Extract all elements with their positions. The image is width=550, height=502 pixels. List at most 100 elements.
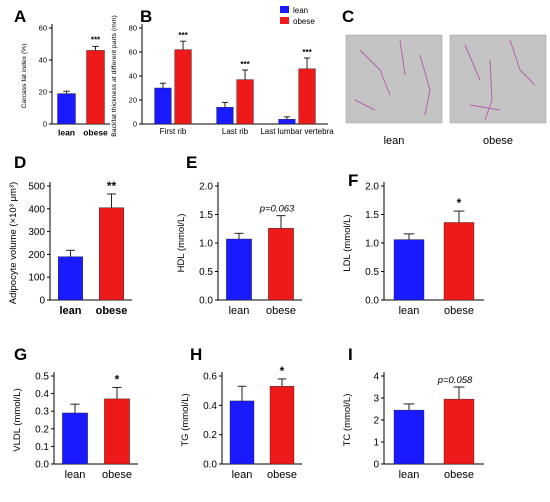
- y-tick-label: 3: [373, 394, 379, 405]
- significance-label: *: [280, 364, 285, 378]
- y-tick-label: 80: [129, 24, 137, 33]
- panel-letter-a: A: [14, 7, 26, 26]
- obese-bar: [174, 49, 192, 125]
- y-axis-label: VLDL (mmol/L): [12, 388, 23, 452]
- y-tick-label: 400: [28, 204, 45, 215]
- lean-bar: [226, 238, 252, 301]
- y-tick-label: 0.5: [35, 372, 49, 383]
- y-axis-label: Carcass fat index (%): [21, 44, 28, 109]
- y-tick-label: 0.0: [365, 296, 379, 307]
- panel-c: C lean obese: [342, 7, 547, 147]
- x-tick-label: lean: [399, 469, 420, 481]
- y-tick-label: 0.6: [203, 372, 217, 383]
- y-tick-label: 20: [129, 96, 137, 105]
- legend-swatch-lean: [280, 6, 289, 13]
- x-tick-label: obese: [266, 305, 296, 317]
- x-tick-label: obese: [444, 469, 474, 481]
- significance-label: ***: [178, 31, 188, 40]
- x-tick-label: lean: [232, 469, 253, 481]
- y-tick-label: 2.0: [365, 182, 379, 193]
- y-tick-label: 1: [373, 438, 379, 449]
- panel-f: F 0.0 0.5 1.0 1.5 2.0 LDL (mmol/L) lean obese *: [342, 171, 484, 317]
- x-tick-label: obese: [96, 305, 128, 317]
- y-axis-label: Adipocyte volume (×10³ μm³): [8, 182, 19, 304]
- y-tick-label: 0.1: [35, 442, 49, 453]
- y-tick-label: 0.0: [35, 460, 49, 471]
- panel-letter-b: B: [140, 7, 152, 26]
- y-axis-label: TG (mmol/L): [180, 393, 191, 446]
- panel-letter-c: C: [342, 7, 354, 26]
- lean-bar: [154, 87, 172, 125]
- lean-micrograph-texture: [354, 39, 431, 116]
- y-tick-label: 0.3: [35, 407, 49, 418]
- x-tick-label: obese: [102, 469, 132, 481]
- obese-bar: [98, 207, 124, 301]
- lean-bar: [58, 256, 84, 301]
- y-tick-label: 0.4: [203, 401, 217, 412]
- y-tick-label: 0.4: [35, 389, 49, 400]
- x-tick-label: obese: [444, 305, 474, 317]
- x-tick-label: lean: [229, 305, 250, 317]
- panel-letter-g: G: [14, 345, 27, 364]
- obese-bar: [269, 386, 295, 465]
- y-tick-label: 0.2: [203, 430, 217, 441]
- y-tick-label: 0: [43, 120, 47, 129]
- x-tick-label: obese: [83, 128, 108, 138]
- y-tick-label: 4: [373, 372, 379, 383]
- lean-bar: [278, 118, 296, 125]
- lean-bar: [229, 400, 255, 465]
- obese-bar: [443, 222, 475, 301]
- panel-a: A 0 20 40 60 Carcass fat index (%) lean obese **…: [14, 7, 110, 138]
- panel-g: G 0.0 0.1 0.2 0.3 0.4 0.5 VLDL (mmol/L) lean obes…: [12, 345, 138, 481]
- y-tick-label: 0.0: [199, 296, 213, 307]
- panel-letter-d: D: [14, 153, 26, 172]
- significance-label: *: [457, 196, 462, 210]
- x-tick-label: obese: [267, 469, 297, 481]
- y-tick-label: 0: [133, 120, 137, 129]
- panel-letter-i: I: [348, 345, 353, 364]
- x-tick-label: lean: [399, 305, 420, 317]
- x-tick-label: lean: [65, 469, 86, 481]
- y-tick-label: 0.2: [35, 424, 49, 435]
- lean-bar: [393, 409, 425, 465]
- y-tick-label: 0.5: [365, 267, 379, 278]
- significance-label: ***: [240, 60, 250, 69]
- y-tick-label: 2: [373, 416, 379, 427]
- y-tick-label: 0.0: [203, 460, 217, 471]
- micrograph-label-lean: lean: [384, 135, 405, 147]
- y-tick-label: 60: [129, 48, 137, 57]
- y-tick-label: 0: [39, 296, 45, 307]
- y-tick-label: 0: [373, 460, 379, 471]
- obese-micrograph-texture: [464, 39, 536, 121]
- lean-bar: [393, 239, 425, 301]
- panel-letter-f: F: [348, 171, 358, 190]
- x-tick-label: lean: [59, 305, 81, 317]
- y-tick-label: 40: [39, 56, 47, 65]
- y-axis-label: Backfat thickness at different parts (mm…: [111, 15, 118, 137]
- x-tick-label: lean: [58, 128, 75, 138]
- y-tick-label: 1.5: [199, 210, 213, 221]
- y-tick-label: 1.0: [199, 239, 213, 250]
- significance-label: ***: [91, 35, 101, 44]
- lean-bar: [57, 93, 76, 125]
- significance-label: p=0.063: [259, 204, 295, 215]
- y-axis-label: LDL (mmol/L): [342, 214, 353, 271]
- obese-bar: [86, 50, 105, 125]
- y-tick-label: 20: [39, 88, 47, 97]
- y-tick-label: 1.0: [365, 239, 379, 250]
- obese-bar: [268, 227, 294, 301]
- x-tick-label: First rib: [160, 127, 187, 136]
- panel-e: E 0.0 0.5 1.0 1.5 2.0 HDL (mmol/L) lean obese p=0…: [176, 153, 302, 317]
- lean-bar: [62, 412, 88, 465]
- y-tick-label: 500: [28, 182, 45, 193]
- significance-label: ***: [302, 48, 312, 57]
- lean-bar: [216, 106, 234, 125]
- panel-b: B 0 20 40 60 80 Backfat thickness at different…: [111, 6, 334, 137]
- panel-i: I 0 1 2 3 4 TC (mmol/L) lean obese p=0.058: [342, 345, 484, 481]
- x-tick-label: Last rib: [222, 127, 249, 136]
- y-axis-label: TC (mmol/L): [342, 394, 353, 447]
- y-tick-label: 200: [28, 250, 45, 261]
- panel-h: H 0.0 0.2 0.4 0.6 TG (mmol/L) lean obese *: [180, 345, 302, 481]
- y-tick-label: 60: [39, 24, 47, 33]
